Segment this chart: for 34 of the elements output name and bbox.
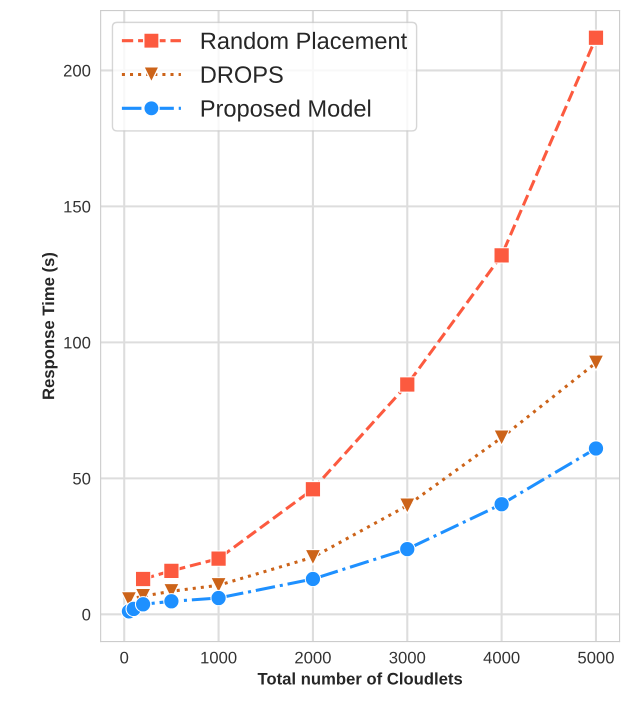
point [163,593,180,610]
point [399,497,416,514]
x-tick-label: 0 [120,652,128,664]
point [493,496,510,512]
x-tick-label: 5000 [578,652,614,664]
point [399,376,416,393]
y-tick-label: 0 [82,608,90,621]
point [493,247,510,264]
point [304,549,322,566]
y-tick-label: 50 [73,472,90,485]
x-axis-title: Total number of Cloudlets [258,672,462,685]
y-tick-label: 100 [64,336,90,349]
legend-label: DROPS [202,66,283,83]
point [304,481,322,498]
point [134,570,152,588]
x-tick-label: 1000 [201,652,236,664]
point [304,570,322,588]
point [588,30,604,46]
point [588,354,604,371]
legend-label: Random Placement [202,32,407,50]
y-axis-title: Response Time (s) [42,252,58,399]
point [588,440,604,457]
x-tick-label: 2000 [295,652,331,664]
x-tick-label: 4000 [483,652,520,664]
x-tick-label: 3000 [389,652,426,664]
point [210,590,227,606]
y-tick-label: 200 [64,64,90,77]
point [163,562,180,579]
point [210,550,227,567]
point [134,596,152,612]
point [493,429,510,446]
y-tick-label: 150 [64,200,90,213]
point [399,540,416,558]
legend-label: Proposed Model [202,99,370,122]
